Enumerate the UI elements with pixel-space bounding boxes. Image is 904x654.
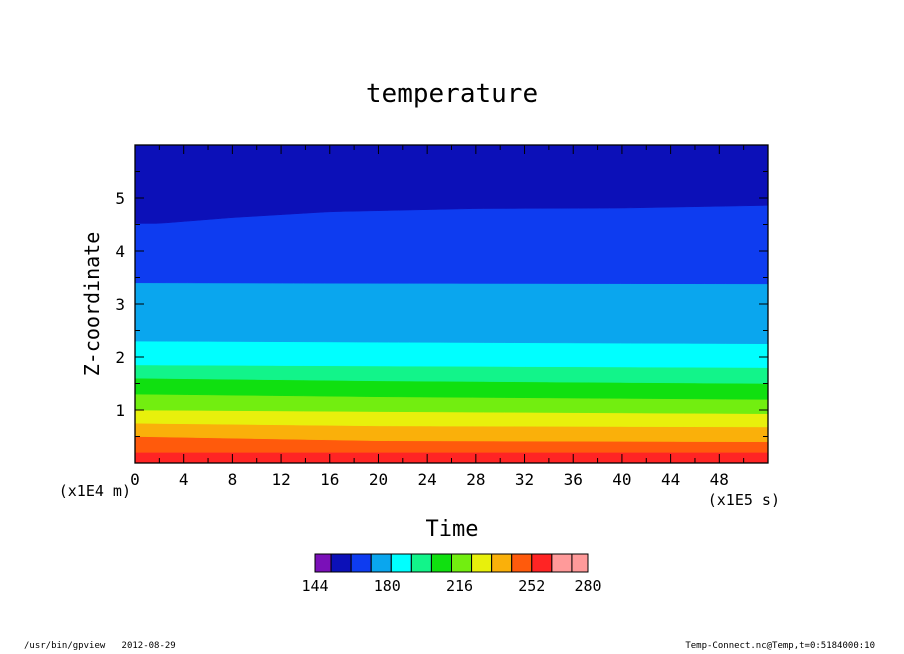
y-unit-label: (x1E4 m) [59, 482, 131, 500]
x-axis: 4 8 12 16 20 24 28 32 36 40 44 48 [158, 145, 745, 489]
colorbar-label: 280 [574, 577, 601, 595]
x-tick-label: 48 [710, 470, 729, 489]
colorbar-swatch [350, 553, 372, 573]
colorbar-swatch [491, 553, 513, 573]
y-tick-label: 3 [115, 295, 125, 314]
colorbar: 144 180 216 252 280 [301, 553, 602, 595]
x-tick-label: 36 [564, 470, 583, 489]
y-tick-label: 5 [115, 189, 125, 208]
colorbar-swatch [410, 553, 432, 573]
colorbar-swatch [370, 553, 392, 573]
chart-title: temperature [366, 79, 538, 109]
colorbar-swatch [314, 553, 332, 573]
colorbar-swatch [471, 553, 493, 573]
colorbar-swatch [551, 553, 573, 573]
x-tick-label: 40 [612, 470, 631, 489]
x-tick-label: 28 [466, 470, 485, 489]
colorbar-swatch [511, 553, 533, 573]
x-origin-label: 0 [130, 470, 140, 489]
x-tick-label: 44 [661, 470, 680, 489]
colorbar-swatch [330, 553, 352, 573]
colorbar-label: 144 [301, 577, 328, 595]
colorbar-label: 180 [374, 577, 401, 595]
y-axis-label: Z-coordinate [80, 232, 104, 377]
y-axis: 1 2 3 4 5 [115, 171, 768, 437]
footer-right: Temp-Connect.nc@Temp,t=0:5184000:10 [685, 641, 875, 651]
colorbar-swatch [571, 553, 589, 573]
x-tick-label: 4 [179, 470, 189, 489]
x-tick-label: 8 [228, 470, 238, 489]
x-tick-label: 16 [320, 470, 339, 489]
contour-band [134, 282, 769, 345]
colorbar-swatch [531, 553, 553, 573]
colorbar-swatch [451, 553, 473, 573]
footer-left: /usr/bin/gpview 2012-08-29 [24, 641, 176, 651]
plot-area [134, 144, 769, 464]
contour-band [134, 340, 769, 368]
y-tick-label: 1 [115, 401, 125, 420]
x-tick-label: 20 [369, 470, 388, 489]
x-axis-label: Time [426, 517, 479, 542]
y-tick-label: 4 [115, 242, 125, 261]
x-tick-label: 12 [271, 470, 290, 489]
colorbar-swatch [430, 553, 453, 573]
colorbar-label: 252 [518, 577, 545, 595]
x-tick-label: 24 [418, 470, 437, 489]
x-tick-label: 32 [515, 470, 534, 489]
colorbar-label: 216 [446, 577, 473, 595]
colorbar-swatch [390, 553, 412, 573]
y-tick-label: 2 [115, 348, 125, 367]
x-unit-label: (x1E5 s) [708, 491, 780, 509]
